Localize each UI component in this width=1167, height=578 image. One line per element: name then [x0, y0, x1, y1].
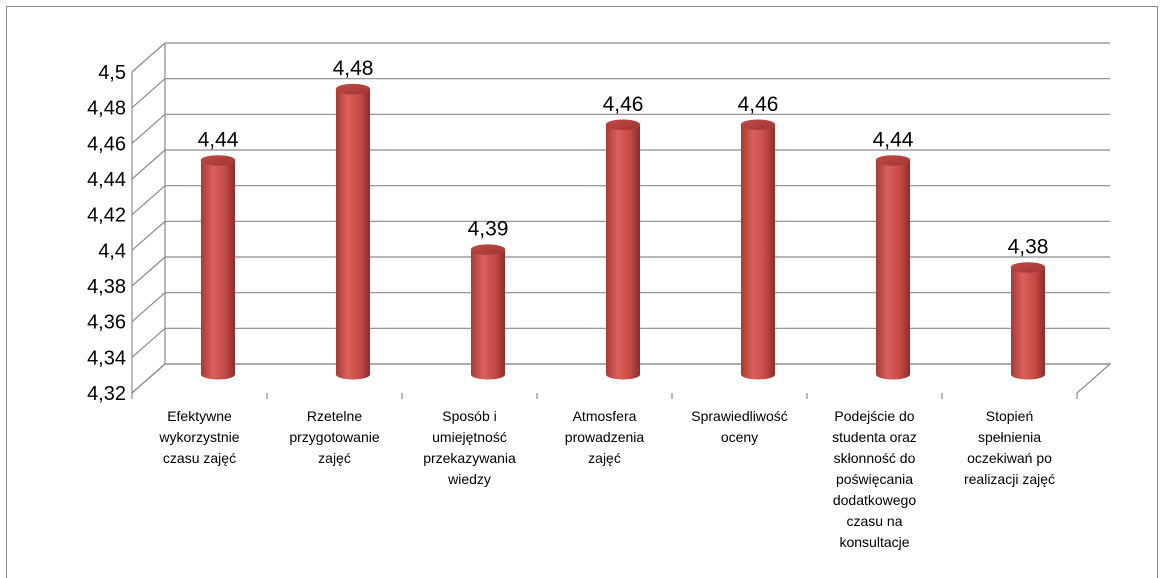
x-tick-label: Atmosfera prowadzenia zajęć	[565, 408, 645, 466]
x-tick-label: Sprawiedliwość oceny	[691, 408, 787, 445]
data-label: 4,44	[198, 129, 239, 152]
gridline-diagonal	[131, 363, 166, 394]
bar	[605, 119, 641, 380]
x-tick-label: Efektywne wykorzystnie czasu zajęć	[158, 408, 239, 466]
data-label: 4,39	[468, 218, 509, 241]
bar-body	[201, 160, 235, 380]
y-tick-label: 4,34	[87, 347, 126, 369]
bar-top	[335, 83, 371, 95]
y-tick-label: 4,32	[87, 383, 126, 405]
x-tick-label: Sposób i umiejętność przekazywania wiedzy	[423, 408, 516, 487]
gridline-diagonal	[131, 42, 166, 73]
x-axis-labels: Efektywne wykorzystnie czasu zajęć Rzetelne…	[158, 408, 1055, 550]
y-axis: 4,32 4,34 4,36 4,38 4,4 4,42 4,44 4,46 4,48 4,5	[87, 62, 1078, 405]
x-tick-label: Stopień spełnienia oczekiwań po realizacji …	[964, 408, 1055, 487]
bar-body	[336, 89, 370, 380]
y-tick-label: 4,36	[87, 312, 126, 334]
y-tick-label: 4,48	[87, 98, 126, 120]
bar	[875, 155, 911, 380]
bar-top	[740, 119, 776, 131]
gridline-diagonal	[131, 78, 166, 109]
bar-body	[471, 249, 505, 380]
gridline-diagonal	[131, 113, 166, 144]
bar-body	[606, 124, 640, 380]
gridline-diagonal	[131, 327, 166, 358]
bar	[335, 83, 371, 380]
data-label: 4,46	[603, 93, 644, 116]
chart-frame	[6, 6, 1158, 578]
bar	[1010, 262, 1046, 380]
bar-top	[200, 155, 236, 166]
bar-top	[605, 119, 641, 131]
data-label: 4,44	[873, 129, 914, 152]
bar	[740, 119, 776, 380]
y-tick-label: 4,5	[98, 62, 126, 84]
gridline-diagonal	[131, 256, 166, 287]
bar-body	[876, 160, 910, 380]
gridline-diagonal	[131, 292, 166, 323]
y-tick-label: 4,4	[98, 240, 126, 262]
gridline-diagonal	[131, 149, 166, 180]
gridline-diagonal	[131, 220, 166, 251]
bar-top	[1010, 262, 1046, 273]
data-labels: 4,44 4,48 4,39 4,46 4,46 4,44 4,38	[198, 57, 1049, 258]
bar-top	[875, 155, 911, 166]
data-label: 4,38	[1008, 236, 1049, 259]
bar	[200, 155, 236, 380]
bar	[470, 244, 506, 380]
y-tick-label: 4,46	[87, 133, 126, 155]
data-label: 4,46	[738, 93, 779, 116]
gridline-diagonal	[131, 185, 166, 216]
y-tick-label: 4,42	[87, 205, 126, 227]
bars	[200, 83, 1046, 380]
x-tick-label: Podejście do studenta oraz skłonność do poś…	[832, 408, 917, 550]
data-label: 4,48	[333, 57, 374, 80]
y-tick-label: 4,38	[87, 276, 126, 298]
bar-top	[470, 244, 506, 255]
bar-body	[1011, 267, 1045, 380]
x-tick-label: Rzetelne przygotowanie zajęć	[289, 408, 379, 466]
bar-body	[741, 124, 775, 380]
y-tick-label: 4,44	[87, 169, 126, 191]
